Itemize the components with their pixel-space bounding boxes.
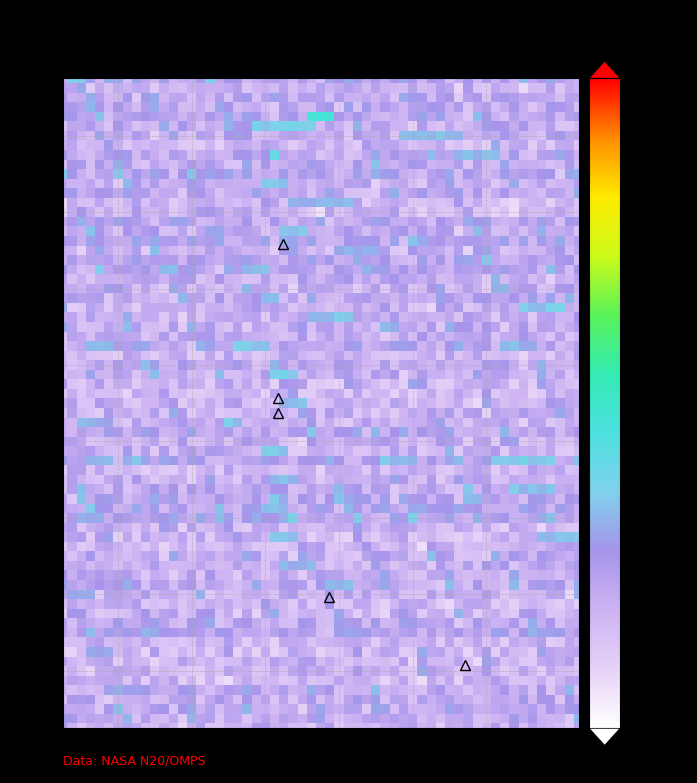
Y-axis label: SO₂ column TRM [DU]: SO₂ column TRM [DU] bbox=[657, 335, 670, 471]
Text: SO₂ mass: 0.662 kt; SO₂ max: 1.29 DU at lon: 101.45 lat: 6.43 ; 07:23UTC: SO₂ mass: 0.662 kt; SO₂ max: 1.29 DU at … bbox=[89, 42, 524, 56]
Text: N20/OMPS - 08/12/2024 05:38-07:23 UT: N20/OMPS - 08/12/2024 05:38-07:23 UT bbox=[121, 25, 492, 43]
Text: Data: NASA N20/OMPS: Data: NASA N20/OMPS bbox=[63, 754, 205, 767]
Polygon shape bbox=[589, 61, 620, 78]
Polygon shape bbox=[589, 728, 620, 745]
